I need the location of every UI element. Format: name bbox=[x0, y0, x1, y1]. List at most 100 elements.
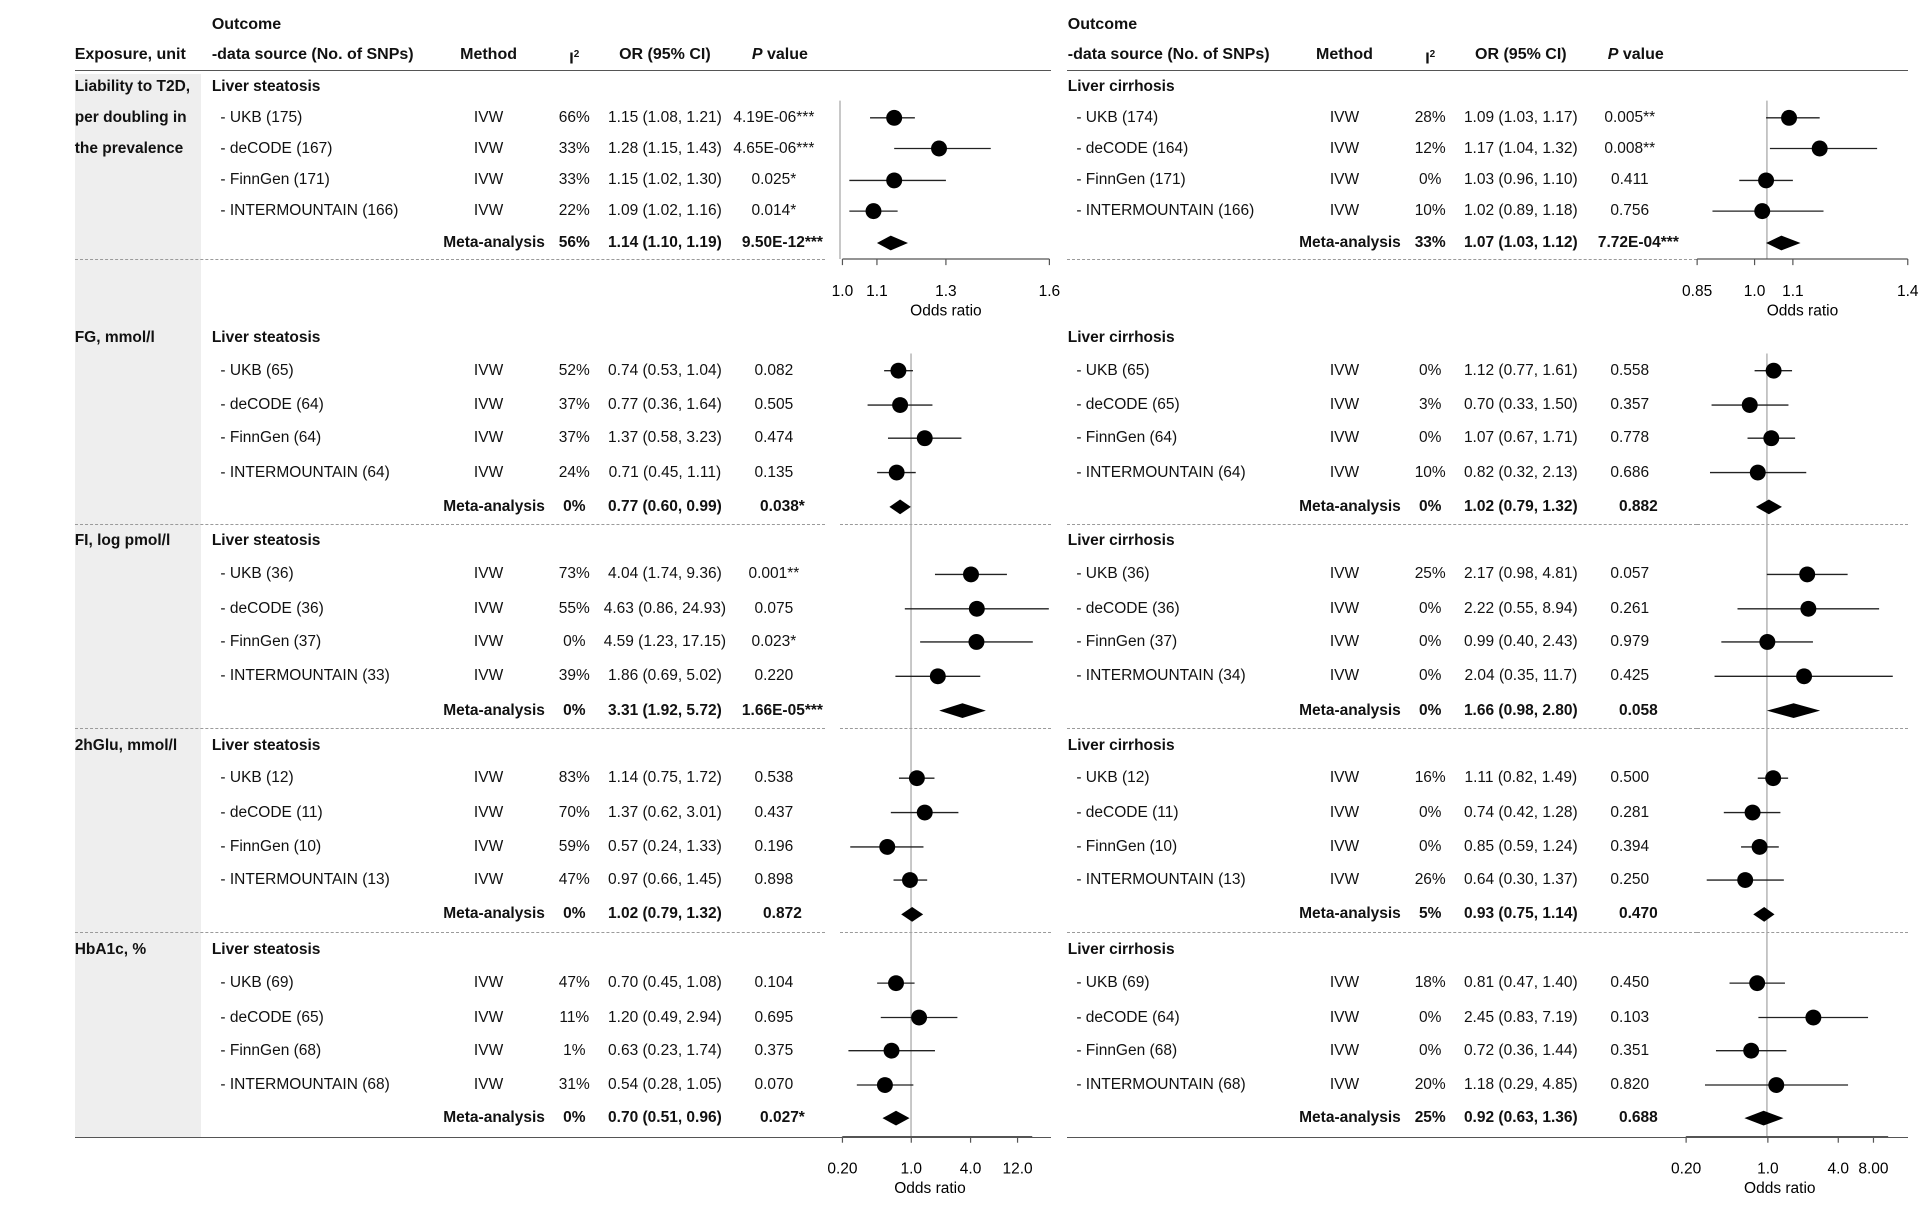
left-meta-p-value: 0.038* bbox=[760, 497, 805, 515]
right-meta-label: Meta-analysis bbox=[1299, 497, 1401, 515]
left-or-ci-value: 1.28 (1.15, 1.43) bbox=[608, 139, 722, 157]
left-or-ci-value: 0.63 (0.23, 1.74) bbox=[608, 1041, 722, 1059]
left-bottom-axis-tick-label: 4.0 bbox=[960, 1160, 982, 1177]
right-or-ci-value: 2.17 (0.98, 4.81) bbox=[1463, 565, 1578, 583]
left-method: IVW bbox=[473, 463, 504, 481]
right-point-estimate bbox=[1796, 668, 1813, 685]
outcome-header: Outcome bbox=[211, 15, 282, 33]
left-method: IVW bbox=[473, 974, 504, 992]
left-point-estimate bbox=[911, 1009, 928, 1026]
exposure-label: the prevalence bbox=[74, 139, 184, 157]
right-or-ci-value: 0.74 (0.42, 1.28) bbox=[1463, 803, 1578, 821]
right-top-axis-tick-label: 0.85 bbox=[1682, 283, 1712, 300]
right-top-axis-tick-label: 1.4 bbox=[1897, 283, 1919, 300]
right-data-source: - UKB (36) bbox=[1076, 565, 1150, 583]
right-data-source: - FinnGen (171) bbox=[1076, 171, 1186, 189]
right-p-value: 0.558 bbox=[1610, 361, 1650, 379]
right-point-estimate bbox=[1765, 770, 1782, 787]
right-or-ci-value: 0.64 (0.30, 1.37) bbox=[1463, 871, 1578, 889]
left-or-ci-value: 1.15 (1.02, 1.30) bbox=[608, 171, 722, 189]
right-meta-or-ci: 1.66 (0.98, 2.80) bbox=[1463, 701, 1578, 719]
left-meta-or-ci: 1.14 (1.10, 1.19) bbox=[608, 234, 722, 252]
exposure-label: HbA1c, % bbox=[74, 941, 147, 959]
right-i2-value: 26% bbox=[1414, 871, 1446, 889]
left-meta-i2: 56% bbox=[558, 234, 590, 252]
left-or-ci-value: 0.71 (0.45, 1.11) bbox=[608, 463, 722, 481]
right-p-value: 0.756 bbox=[1610, 202, 1650, 220]
right-or-ci-value: 0.85 (0.59, 1.24) bbox=[1463, 837, 1578, 855]
exposure-column-shade bbox=[74, 73, 201, 1137]
right-or-ci-value: 2.22 (0.55, 8.94) bbox=[1463, 599, 1578, 617]
left-i2-value: 70% bbox=[558, 803, 590, 821]
right-point-estimate bbox=[1781, 109, 1798, 126]
left-top-axis-tick-label: 1.3 bbox=[935, 283, 957, 300]
right-p-value: 0.979 bbox=[1610, 632, 1650, 650]
left-data-source: - UKB (36) bbox=[220, 565, 294, 583]
right-or-ci-value: 0.70 (0.33, 1.50) bbox=[1463, 396, 1578, 414]
left-meta-p-value: 0.027* bbox=[760, 1109, 805, 1127]
left-method: IVW bbox=[473, 1041, 504, 1059]
right-point-estimate bbox=[1741, 397, 1758, 414]
right-p-value: 0.351 bbox=[1610, 1041, 1650, 1059]
left-top-axis-tick-label: 1.1 bbox=[866, 283, 888, 300]
right-point-estimate bbox=[1759, 633, 1776, 650]
left-outcome-label: Liver steatosis bbox=[211, 328, 321, 346]
left-or-ci-value: 0.74 (0.53, 1.04) bbox=[608, 361, 722, 379]
right-point-estimate bbox=[1749, 464, 1766, 481]
left-method: IVW bbox=[473, 871, 504, 889]
right-method: IVW bbox=[1329, 667, 1360, 685]
left-p-value: 0.135 bbox=[754, 463, 794, 481]
left-top-axis-tick-label: 1.0 bbox=[832, 283, 854, 300]
right-p-value: 0.008** bbox=[1604, 139, 1656, 157]
data-source-header: -data source (No. of SNPs) bbox=[1067, 46, 1270, 64]
left-p-value: 0.082 bbox=[754, 361, 794, 379]
right-or-ci-value: 1.17 (1.04, 1.32) bbox=[1463, 139, 1578, 157]
right-meta-label: Meta-analysis bbox=[1299, 1109, 1401, 1127]
left-meta-label: Meta-analysis bbox=[443, 905, 545, 923]
left-or-ci-value: 1.14 (0.75, 1.72) bbox=[608, 769, 722, 787]
i2-header-base: I bbox=[1425, 50, 1430, 68]
right-meta-label: Meta-analysis bbox=[1299, 701, 1401, 719]
left-method: IVW bbox=[473, 803, 504, 821]
left-point-estimate bbox=[968, 600, 985, 617]
right-meta-or-ci: 1.02 (0.79, 1.32) bbox=[1463, 497, 1578, 515]
left-data-source: - UKB (175) bbox=[220, 108, 303, 126]
right-point-estimate bbox=[1763, 430, 1780, 447]
or-ci-header: OR (95% CI) bbox=[619, 46, 711, 64]
right-i2-value: 0% bbox=[1419, 632, 1442, 650]
right-i2-value: 0% bbox=[1419, 361, 1442, 379]
right-meta-label: Meta-analysis bbox=[1299, 905, 1401, 923]
right-point-estimate bbox=[1799, 566, 1816, 583]
left-p-value: 0.070 bbox=[754, 1076, 794, 1094]
right-or-ci-value: 1.03 (0.96, 1.10) bbox=[1463, 171, 1578, 189]
left-i2-value: 0% bbox=[563, 632, 586, 650]
right-method: IVW bbox=[1329, 565, 1360, 583]
left-i2-value: 37% bbox=[558, 429, 590, 447]
left-data-source: - UKB (12) bbox=[220, 769, 294, 787]
right-method: IVW bbox=[1329, 769, 1360, 787]
right-point-estimate bbox=[1743, 1042, 1760, 1059]
left-i2-value: 39% bbox=[558, 667, 590, 685]
right-outcome-label: Liver cirrhosis bbox=[1067, 78, 1175, 96]
left-i2-value: 47% bbox=[558, 871, 590, 889]
right-i2-value: 28% bbox=[1414, 108, 1446, 126]
right-i2-value: 25% bbox=[1414, 565, 1446, 583]
left-or-ci-value: 4.63 (0.86, 24.93) bbox=[603, 599, 727, 617]
data-source-header: -data source (No. of SNPs) bbox=[211, 46, 414, 64]
right-p-value: 0.450 bbox=[1610, 974, 1650, 992]
right-meta-diamond bbox=[1753, 907, 1775, 922]
left-top-axis-tick-label: 1.6 bbox=[1039, 283, 1061, 300]
right-data-source: - FinnGen (68) bbox=[1076, 1041, 1178, 1059]
left-point-estimate bbox=[963, 566, 979, 583]
exposure-label: FG, mmol/l bbox=[74, 328, 155, 346]
left-point-estimate bbox=[865, 203, 882, 220]
left-p-value: 0.196 bbox=[754, 837, 794, 855]
left-meta-or-ci: 0.70 (0.51, 0.96) bbox=[608, 1109, 722, 1127]
right-meta-or-ci: 0.92 (0.63, 1.36) bbox=[1463, 1109, 1578, 1127]
left-p-value: 0.001** bbox=[748, 565, 800, 583]
left-point-estimate bbox=[883, 1042, 900, 1059]
i2-header: I2 bbox=[1425, 46, 1435, 68]
right-outcome-label: Liver cirrhosis bbox=[1067, 328, 1175, 346]
right-meta-diamond bbox=[1755, 499, 1782, 515]
left-p-value: 0.023* bbox=[751, 632, 797, 650]
